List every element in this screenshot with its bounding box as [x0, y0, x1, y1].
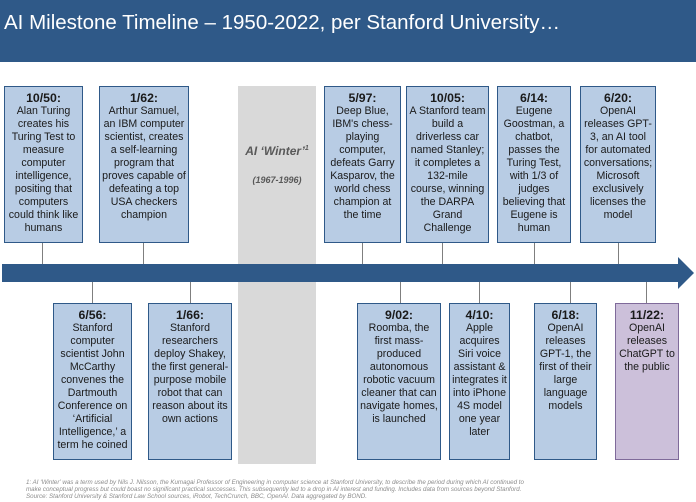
event-box-2022: 11/22: OpenAI releases ChatGPT to the pu…	[615, 303, 679, 460]
event-box-1962: 1/62: Arthur Samuel, an IBM computer sci…	[99, 86, 189, 243]
connector-line	[479, 282, 480, 304]
footnote-line-2: make conceptual progress but could boast…	[26, 486, 522, 493]
event-date: 10/05:	[430, 91, 465, 105]
ai-winter-text: AI ‘Winter’	[245, 144, 305, 158]
event-description: Roomba, the first mass-produced autonomo…	[360, 322, 438, 425]
event-description: A Stanford team build a driverless car n…	[409, 105, 486, 234]
connector-line	[143, 242, 144, 264]
ai-winter-footnote-mark: 1	[304, 145, 309, 152]
timeline-arrow	[2, 257, 694, 289]
event-box-2014: 6/14: Eugene Goostman, a chatbot, passes…	[497, 86, 571, 243]
event-box-2002: 9/02: Roomba, the first mass-produced au…	[357, 303, 441, 460]
event-description: OpenAI releases ChatGPT to the public	[619, 322, 675, 373]
event-box-1956: 6/56: Stanford computer scientist John M…	[53, 303, 132, 460]
event-box-1950: 10/50: Alan Turing creates his Turing Te…	[4, 86, 83, 243]
footnote-line-1: 1: AI ‘Winter’ was a term used by Nils J…	[26, 479, 524, 486]
event-description: Stanford researchers deploy Shakey, the …	[151, 322, 229, 425]
event-box-2005: 10/05: A Stanford team build a driverles…	[406, 86, 489, 243]
event-description: Stanford computer scientist John McCarth…	[57, 322, 128, 451]
connector-line	[400, 282, 401, 304]
ai-winter-years: (1967-1996)	[252, 175, 302, 185]
event-description: OpenAI releases GPT-1, the first of thei…	[539, 322, 592, 412]
event-date: 1/66:	[175, 308, 205, 322]
timeline-arrow-shape	[2, 257, 694, 289]
footnote: 1: AI ‘Winter’ was a term used by Nils J…	[26, 479, 686, 500]
event-date: 11/22:	[629, 308, 665, 322]
event-description: Alan Turing creates his Turing Test to m…	[8, 105, 79, 234]
connector-line	[570, 282, 571, 304]
event-date: 6/20:	[603, 91, 633, 105]
event-date: 10/50:	[26, 91, 61, 105]
event-date: 6/14:	[519, 91, 549, 105]
event-description: Apple acquires Siri voice assistant & in…	[452, 322, 507, 438]
event-date: 6/18:	[551, 308, 580, 322]
event-box-2018: 6/18: OpenAI releases GPT-1, the first o…	[534, 303, 597, 460]
event-date: 9/02:	[384, 308, 414, 322]
event-date: 1/62:	[129, 91, 159, 105]
connector-line	[362, 242, 363, 264]
event-box-1966: 1/66: Stanford researchers deploy Shakey…	[148, 303, 232, 460]
ai-winter-label: AI ‘Winter’1	[238, 143, 316, 159]
connector-line	[42, 242, 43, 264]
connector-line	[92, 282, 93, 304]
event-date: 4/10:	[465, 308, 494, 322]
page-title: AI Milestone Timeline – 1950-2022, per S…	[4, 11, 561, 34]
event-description: Deep Blue, IBM's chess-playing computer,…	[330, 105, 395, 221]
footnote-source: Source: Stanford University & Stanford L…	[26, 493, 367, 500]
connector-line	[190, 282, 191, 304]
event-description: Eugene Goostman, a chatbot, passes the T…	[502, 105, 566, 234]
event-date: 6/56:	[78, 308, 107, 322]
connector-line	[534, 242, 535, 264]
connector-line	[646, 282, 647, 304]
title-bar: AI Milestone Timeline – 1950-2022, per S…	[0, 0, 696, 62]
event-box-2010: 4/10: Apple acquires Siri voice assistan…	[449, 303, 510, 460]
event-box-2020: 6/20: OpenAI releases GPT-3, an AI tool …	[580, 86, 656, 243]
connector-line	[618, 242, 619, 264]
event-description: Arthur Samuel, an IBM computer scientist…	[102, 105, 186, 221]
event-date: 5/97:	[348, 91, 377, 105]
event-description: OpenAI releases GPT-3, an AI tool for au…	[583, 105, 653, 221]
connector-line	[442, 242, 443, 264]
event-box-1997: 5/97: Deep Blue, IBM's chess-playing com…	[324, 86, 401, 243]
